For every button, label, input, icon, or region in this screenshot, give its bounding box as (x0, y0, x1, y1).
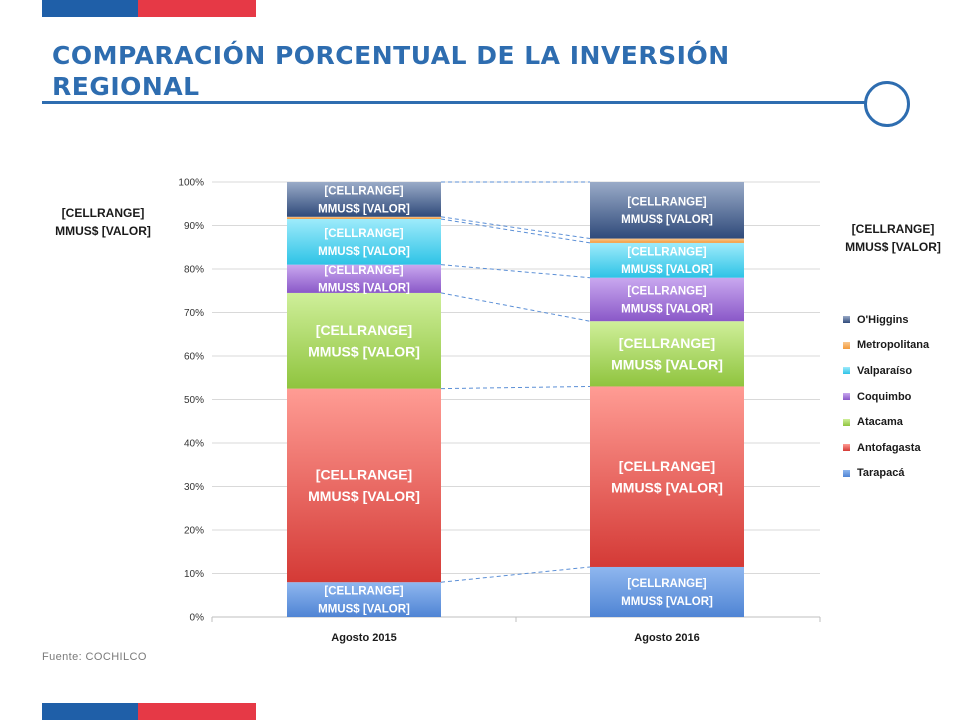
bar-segment (287, 216, 441, 219)
data-label: [CELLRANGE] (619, 458, 715, 474)
left-side-label-line1: [CELLRANGE] (61, 206, 145, 220)
bar-segment (287, 218, 441, 265)
bar-segment (287, 388, 441, 583)
data-label: [CELLRANGE] (619, 335, 715, 351)
y-tick-label: 20% (184, 526, 204, 537)
bar-segment (590, 242, 744, 278)
legend-label: O'Higgins (857, 313, 909, 326)
flag-bar-bottom (42, 703, 256, 720)
series-connector-line (440, 218, 591, 244)
legend-swatch (843, 444, 850, 452)
source-note: Fuente: COCHILCO (42, 651, 147, 663)
y-tick-label: 70% (184, 308, 204, 319)
y-tick-label: 80% (184, 265, 204, 276)
y-tick-label: 50% (184, 395, 204, 406)
data-label: MMUS$ [VALOR] (621, 264, 713, 276)
legend-swatch (843, 316, 850, 324)
data-label: MMUS$ [VALOR] (318, 246, 410, 258)
legend-item: Coquimbo (843, 384, 929, 410)
series-connector-line (440, 264, 591, 279)
data-label: [CELLRANGE] (316, 322, 412, 338)
legend-label: Metropolitana (857, 339, 930, 352)
flag-bar-red (138, 0, 256, 17)
title-underline (42, 101, 866, 104)
series-connector-line (440, 292, 591, 322)
data-label: [CELLRANGE] (324, 586, 403, 598)
flag-bar-red (138, 703, 256, 720)
data-label: MMUS$ [VALOR] (318, 604, 410, 616)
legend-label: Valparaíso (857, 364, 913, 377)
y-tick-label: 0% (190, 613, 205, 624)
legend-item: Valparaíso (843, 358, 929, 384)
right-side-label: [CELLRANGE] MMUS$ [VALOR] (828, 220, 958, 256)
legend-label: Antofagasta (857, 441, 921, 454)
left-side-label: [CELLRANGE] MMUS$ [VALOR] (38, 204, 168, 240)
legend-swatch (843, 393, 850, 401)
right-side-label-line1: [CELLRANGE] (851, 222, 935, 236)
y-tick-label: 60% (184, 352, 204, 363)
chart-legend: O'Higgins Metropolitana Valparaíso Coquimbo… (843, 307, 929, 486)
bar-segment (287, 582, 441, 617)
bar-segment (590, 566, 744, 617)
legend-swatch (843, 469, 850, 477)
data-label: MMUS$ [VALOR] (318, 283, 410, 295)
legend-item: Atacama (843, 409, 929, 435)
flag-bar-blue (42, 0, 138, 17)
legend-item: O'Higgins (843, 307, 929, 333)
data-label: [CELLRANGE] (627, 578, 706, 590)
data-label: MMUS$ [VALOR] (621, 214, 713, 226)
y-tick-label: 100% (178, 178, 204, 189)
data-label: MMUS$ [VALOR] (308, 344, 420, 360)
legend-item: Metropolitana (843, 333, 929, 359)
bar-segment (590, 277, 744, 322)
data-label: [CELLRANGE] (324, 265, 403, 277)
data-label: [CELLRANGE] (627, 196, 706, 208)
series-connector-line (440, 566, 591, 583)
legend-item: Antofagasta (843, 435, 929, 461)
series-connector-line (440, 216, 591, 240)
y-tick-label: 90% (184, 221, 204, 232)
x-category-label: Agosto 2016 (634, 632, 699, 644)
data-label: [CELLRANGE] (627, 286, 706, 298)
legend-label: Atacama (857, 416, 903, 429)
data-label: [CELLRANGE] (324, 228, 403, 240)
title-circle-ornament (864, 81, 910, 127)
series-connector-line (440, 385, 591, 390)
left-side-label-line2: MMUS$ [VALOR] (55, 224, 151, 238)
data-label: MMUS$ [VALOR] (621, 596, 713, 608)
bar-segment (590, 386, 744, 567)
x-category-label: Agosto 2015 (331, 632, 396, 644)
legend-label: Coquimbo (857, 390, 912, 403)
bar-segment (590, 238, 744, 243)
y-tick-label: 10% (184, 569, 204, 580)
legend-label: Tarapacá (857, 467, 905, 480)
flag-bar-blue (42, 703, 138, 720)
data-label: [CELLRANGE] (627, 246, 706, 258)
legend-swatch (843, 418, 850, 426)
bar-segment (287, 292, 441, 389)
page-title: COMPARACIÓN PORCENTUAL DE LA INVERSIÓN R… (52, 41, 730, 101)
legend-item: Tarapacá (843, 461, 929, 487)
bar-segment (287, 264, 441, 293)
data-label: MMUS$ [VALOR] (318, 203, 410, 215)
y-tick-label: 40% (184, 439, 204, 450)
legend-swatch (843, 367, 850, 375)
bar-segment (590, 182, 744, 239)
bar-segment (287, 182, 441, 217)
bar-segment (590, 321, 744, 387)
y-tick-label: 30% (184, 482, 204, 493)
data-label: MMUS$ [VALOR] (621, 303, 713, 315)
data-label: [CELLRANGE] (324, 186, 403, 198)
flag-bar-top (42, 0, 256, 17)
data-label: [CELLRANGE] (316, 466, 412, 482)
data-label: MMUS$ [VALOR] (611, 357, 723, 373)
legend-swatch (843, 341, 850, 349)
data-label: MMUS$ [VALOR] (308, 488, 420, 504)
right-side-label-line2: MMUS$ [VALOR] (845, 240, 941, 254)
data-label: MMUS$ [VALOR] (611, 479, 723, 495)
